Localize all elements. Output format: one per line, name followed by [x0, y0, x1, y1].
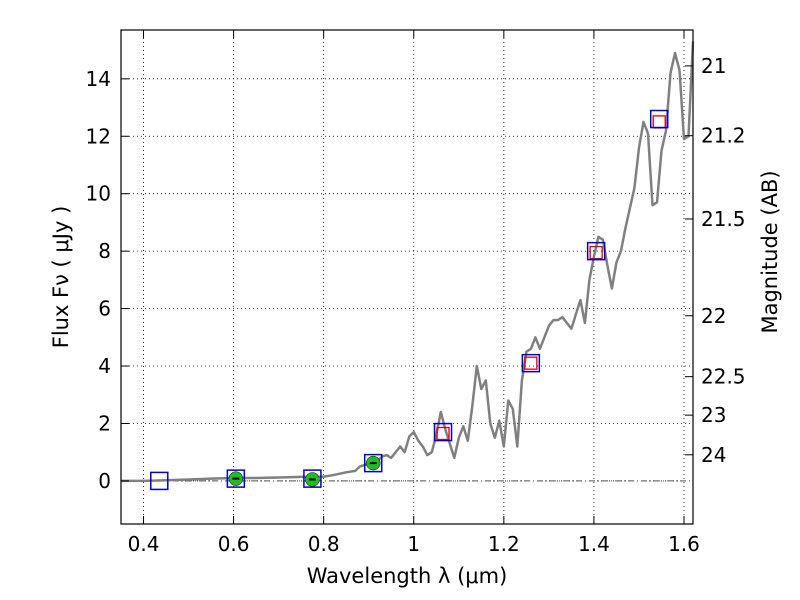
y2-tick-label: 21	[701, 54, 726, 78]
x-tick-label: 0.4	[128, 532, 160, 556]
series-layer	[121, 41, 695, 491]
ticks: 0.4 0.6 0.8 1 1.2 1.4 1.6024681012142121.221.5…	[86, 30, 746, 556]
model-spectrum-line	[121, 41, 695, 483]
observed-photometry-point	[150, 471, 169, 491]
y-tick-label: 14	[86, 67, 111, 91]
y2-tick-label: 21.2	[701, 124, 746, 148]
y2-tick-label: 23	[701, 403, 726, 427]
y-tick-label: 2	[98, 411, 111, 435]
observed-photometry-point	[363, 453, 383, 473]
plot-frame	[120, 29, 694, 525]
y2-tick-label: 24	[701, 443, 726, 467]
x-tick-label: 1	[407, 532, 420, 556]
model-photometry-point	[589, 245, 603, 260]
observed-photometry-point	[586, 241, 606, 261]
x-tick-label: 0.8	[308, 532, 340, 556]
observed-photometry-point	[521, 353, 541, 373]
observed-photometry-point	[303, 469, 322, 488]
observed-photometry-point	[226, 469, 246, 488]
y2-axis-label: Magnitude (AB)	[758, 170, 782, 333]
y2-tick-label: 21.5	[701, 207, 746, 231]
x-tick-label: 1.6	[668, 532, 700, 556]
model-photometry-point	[436, 426, 450, 441]
grid	[121, 30, 693, 524]
x-tick-label: 1.2	[488, 532, 520, 556]
observed-photometry-point	[433, 422, 453, 442]
y-tick-label: 4	[98, 354, 111, 378]
y-tick-label: 8	[98, 239, 111, 263]
y-axis-label: Flux Fν ( μJy )	[49, 206, 73, 349]
y2-tick-label: 22.5	[701, 365, 746, 389]
x-tick-label: 0.6	[218, 532, 250, 556]
x-axis-label: Wavelength λ (μm)	[307, 564, 508, 588]
y2-tick-label: 22	[701, 304, 726, 328]
observed-photometry-point	[649, 109, 669, 129]
x-tick-label: 1.4	[578, 532, 610, 556]
y-tick-label: 12	[86, 124, 111, 148]
model-photometry-point	[652, 115, 666, 129]
y-tick-label: 6	[98, 297, 111, 321]
model-photometry-point	[524, 356, 538, 370]
y-tick-label: 0	[98, 469, 111, 493]
y-tick-label: 10	[86, 182, 111, 206]
